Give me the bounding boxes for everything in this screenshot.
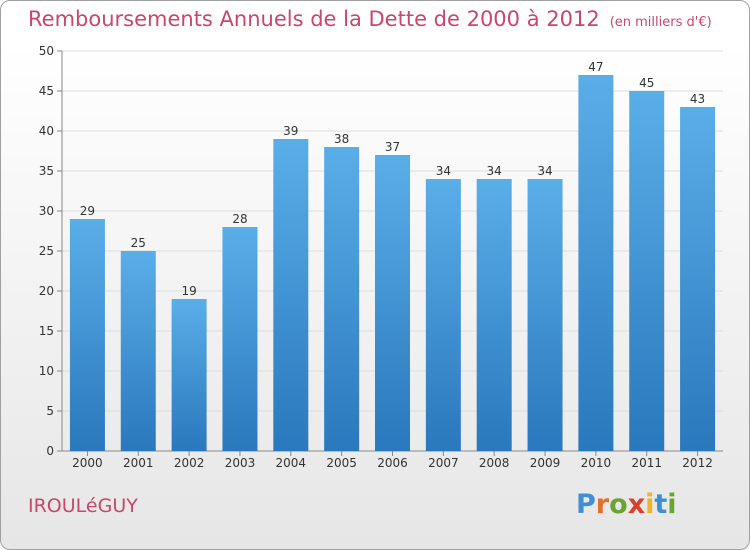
logo-letter: r [595, 489, 610, 520]
axes: 0 5 10 15 20 25 30 35 40 45 50 2000 2001 2002 2003 2004… [39, 44, 723, 470]
y-tick-label: 5 [46, 404, 54, 418]
bar [578, 75, 614, 451]
x-tick-label: 2008 [479, 456, 510, 470]
y-tick-label: 0 [46, 444, 54, 458]
data-label: 43 [690, 92, 705, 106]
y-tick-label: 45 [39, 84, 54, 98]
y-tick-label: 25 [39, 244, 54, 258]
x-tick-label: 2003 [225, 456, 256, 470]
x-tick-label: 2004 [276, 456, 307, 470]
data-label: 45 [639, 76, 654, 90]
data-label: 29 [80, 204, 95, 218]
y-tick-label: 10 [39, 364, 54, 378]
logo-letter: x [627, 489, 646, 520]
logo-letter: t [654, 489, 668, 520]
logo-letter: o [609, 489, 628, 520]
bar [222, 227, 258, 451]
y-tick-label: 30 [39, 204, 54, 218]
proxiti-logo: Proxiti [576, 489, 677, 520]
x-tick-label: 2010 [581, 456, 612, 470]
data-label: 39 [283, 124, 298, 138]
y-tick-label: 40 [39, 124, 54, 138]
y-tick-label: 20 [39, 284, 54, 298]
bar [273, 139, 309, 451]
data-label: 34 [436, 164, 451, 178]
data-label: 47 [588, 60, 603, 74]
x-tick-label: 2006 [377, 456, 408, 470]
data-label: 34 [537, 164, 552, 178]
bar [69, 219, 105, 451]
x-tick-label: 2011 [631, 456, 662, 470]
y-tick-label: 35 [39, 164, 54, 178]
logo-letter: P [576, 489, 596, 520]
bar [476, 179, 512, 451]
title-text: Remboursements Annuels de la Dette de 20… [28, 7, 600, 31]
title-unit: (en milliers d'€) [609, 15, 712, 30]
x-tick-label: 2001 [123, 456, 154, 470]
x-tick-label: 2002 [174, 456, 205, 470]
x-tick-label: 2000 [72, 456, 103, 470]
data-label: 19 [181, 284, 196, 298]
x-tick-label: 2005 [326, 456, 357, 470]
data-label: 37 [385, 140, 400, 154]
bar [680, 107, 716, 451]
bar [375, 155, 410, 451]
y-tick-label: 15 [39, 324, 54, 338]
x-tick-label: 2012 [682, 456, 713, 470]
bar [527, 179, 563, 451]
bar [425, 179, 461, 451]
logo-letter: i [667, 489, 677, 520]
bar [324, 147, 360, 451]
bar [629, 91, 665, 451]
data-label: 38 [334, 132, 349, 146]
data-label: 28 [232, 212, 247, 226]
bar [120, 251, 156, 451]
bars [69, 75, 716, 451]
data-labels: 29 25 19 28 39 38 37 34 34 34 47 45 43 [80, 60, 705, 298]
x-tick-label: 2009 [530, 456, 561, 470]
x-tick-label: 2007 [428, 456, 459, 470]
logo-letter: i [645, 489, 655, 520]
commune-name: IROULéGUY [28, 495, 138, 517]
data-label: 34 [487, 164, 502, 178]
y-tick-label: 50 [39, 44, 54, 58]
data-label: 25 [131, 236, 146, 250]
chart-title: Remboursements Annuels de la Dette de 20… [28, 7, 712, 31]
bar [171, 299, 207, 451]
